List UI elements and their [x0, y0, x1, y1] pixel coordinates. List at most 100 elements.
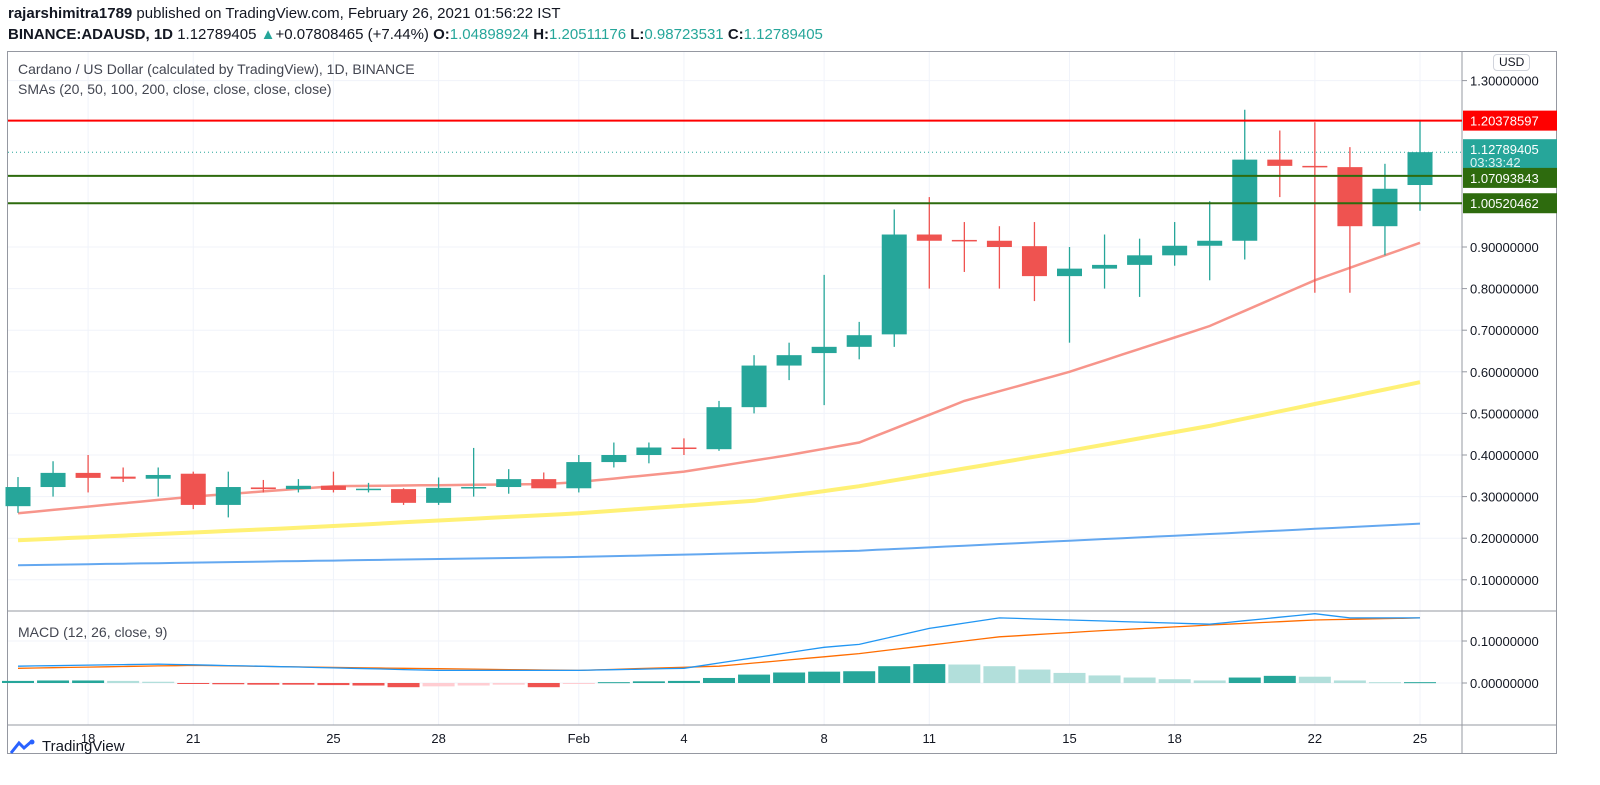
symbol-info: BINANCE:ADAUSD, 1D 1.12789405 ▲+0.078084… [8, 26, 823, 43]
candle-up [496, 479, 522, 488]
published-text: published on TradingView.com, February 2… [132, 5, 561, 22]
low-label: L: [630, 26, 645, 43]
candle-up [1407, 152, 1433, 186]
up-arrow-icon: ▲ [260, 26, 276, 43]
candle-down [110, 476, 136, 479]
macd-histogram-bar [1333, 680, 1366, 683]
macd-histogram-bar [1263, 675, 1296, 683]
time-tick-label: 18 [81, 731, 95, 746]
macd-histogram-bar [317, 683, 350, 686]
macd-histogram-bar [843, 671, 876, 683]
open-value: 1.04898924 [449, 26, 530, 43]
high-label: H: [533, 26, 550, 43]
time-tick-label: 18 [1167, 731, 1181, 746]
candle-down [1021, 246, 1047, 277]
macd-histogram-bar [1404, 682, 1436, 684]
macd-histogram-bar [142, 681, 175, 683]
macd-histogram-bar [422, 683, 455, 687]
macd-histogram-bar [1193, 680, 1226, 683]
candle-down [320, 485, 346, 490]
candle-up [846, 335, 872, 347]
candle-up [741, 365, 767, 408]
macd-histogram-bar [352, 683, 385, 686]
candle-down [671, 447, 697, 450]
macd-histogram-bar [492, 683, 525, 685]
candle-down [75, 472, 101, 478]
author[interactable]: rajarshimitra1789 [8, 5, 133, 22]
macd-histogram-bar [1053, 672, 1086, 683]
price-tick-label: 0.30000000 [1470, 490, 1539, 505]
resistance-label: 1.20378597 [1470, 114, 1539, 129]
open-label: O: [433, 26, 450, 43]
candle-up [1232, 159, 1258, 241]
time-tick-label: 15 [1062, 731, 1076, 746]
candle-up [1127, 255, 1153, 265]
candle-up [461, 487, 487, 489]
price-tick-label: 0.50000000 [1470, 406, 1539, 421]
candle-down [180, 473, 206, 505]
macd-histogram-bar [527, 683, 560, 688]
sma100-line [17, 522, 1421, 567]
candle-up [1057, 268, 1082, 277]
price-tick-label: 1.30000000 [1470, 74, 1539, 89]
macd-histogram-bar [212, 683, 245, 685]
candle-up [706, 407, 732, 450]
candle-down [916, 234, 942, 241]
candle-down [250, 487, 276, 490]
time-tick-label: 22 [1308, 731, 1322, 746]
support-label-bg [1463, 167, 1557, 188]
sma50-line [17, 380, 1421, 543]
candle-down [531, 479, 557, 489]
price-tick-label: 0.90000000 [1470, 240, 1539, 255]
chart-frame [7, 51, 1557, 754]
macd-histogram-bar [177, 683, 210, 684]
close-value: 1.12789405 [743, 26, 823, 43]
candle-up [5, 487, 31, 507]
macd-histogram-bar [773, 672, 806, 683]
candle-up [811, 346, 837, 354]
price-tick-label: 0.20000000 [1470, 531, 1539, 546]
candle-down [951, 239, 977, 242]
tradingview-logo-icon [10, 739, 35, 754]
macd-tick-label: 0.00000000 [1470, 676, 1539, 691]
macd-histogram-bar [597, 682, 630, 684]
time-tick-label: Feb [568, 731, 590, 746]
candle-up [356, 488, 381, 491]
high-value: 1.20511176 [549, 26, 627, 43]
time-tick-label: 4 [680, 731, 687, 746]
macd-histogram-bar [387, 683, 420, 688]
candle-up [1197, 240, 1223, 246]
support-label-bg [1463, 193, 1557, 214]
macd-line [17, 613, 1420, 672]
tradingview-logo[interactable]: TradingView [10, 738, 125, 755]
candle-up [881, 234, 907, 335]
candle-up [145, 474, 171, 479]
macd-histogram-bar [1123, 677, 1156, 683]
sma-legend[interactable]: SMAs (20, 50, 100, 200, close, close, cl… [18, 81, 332, 97]
macd-legend[interactable]: MACD (12, 26, close, 9) [18, 624, 168, 640]
candle-down [986, 240, 1012, 247]
candle-up [1372, 188, 1398, 227]
macd-histogram-bar [948, 664, 981, 683]
support-label: 1.00520462 [1470, 196, 1539, 211]
candle-up [636, 447, 662, 455]
low-value: 0.98723531 [644, 26, 724, 43]
candle-up [566, 462, 592, 489]
last-price: 1.12789405 [177, 26, 257, 43]
macd-histogram-bar [107, 680, 140, 683]
macd-histogram-bar [703, 677, 735, 683]
support-label: 1.07093843 [1470, 171, 1539, 186]
macd-histogram-bar [282, 683, 315, 685]
macd-histogram-bar [37, 680, 70, 683]
chart-title: Cardano / US Dollar (calculated by Tradi… [18, 61, 415, 77]
macd-histogram-bar [1088, 675, 1121, 683]
currency-button[interactable]: USD [1493, 54, 1531, 71]
candle-up [285, 485, 311, 490]
candle-down [1302, 165, 1328, 168]
sma20-line [17, 241, 1421, 515]
time-tick-label: 28 [431, 731, 445, 746]
macd-histogram-bar [1158, 679, 1191, 683]
macd-histogram-bar [1228, 677, 1261, 683]
symbol: BINANCE:ADAUSD, 1D [8, 26, 174, 43]
